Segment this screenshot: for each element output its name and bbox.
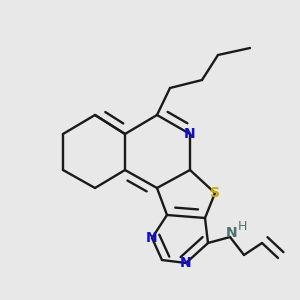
Text: N: N <box>226 226 238 240</box>
Text: N: N <box>146 231 158 245</box>
Text: N: N <box>184 127 196 141</box>
Text: N: N <box>180 256 192 270</box>
Text: H: H <box>237 220 247 233</box>
Text: S: S <box>210 186 220 200</box>
